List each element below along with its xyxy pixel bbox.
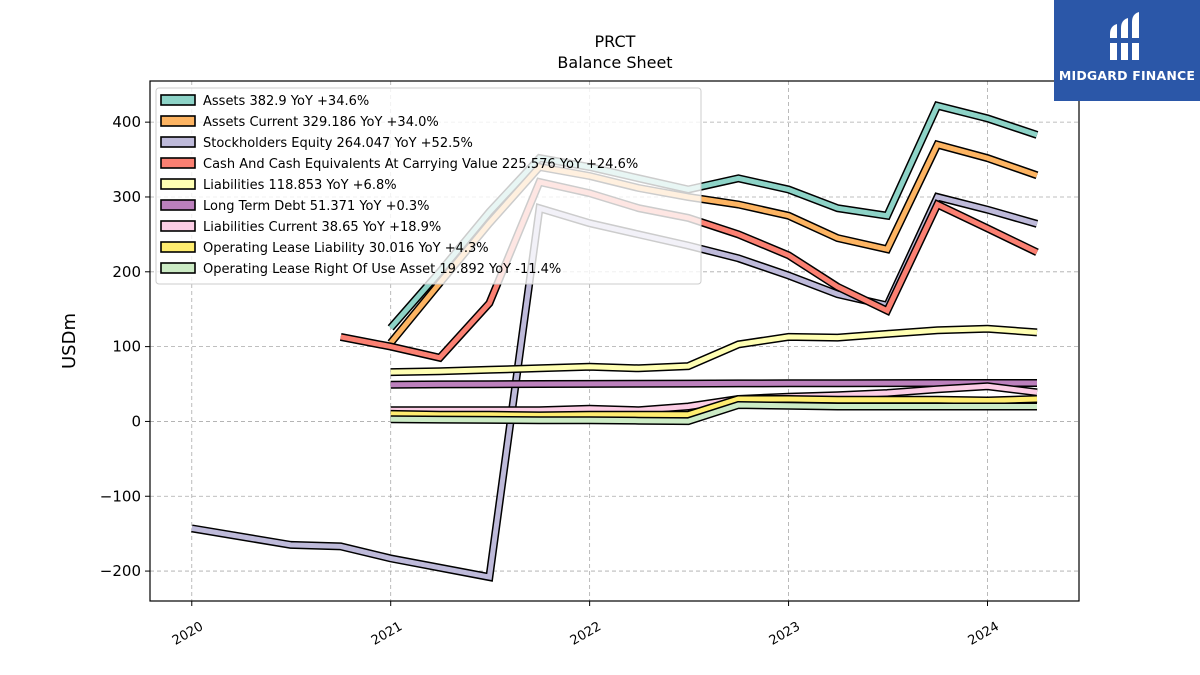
legend-entry: Liabilities 118.853 YoY +6.8% bbox=[203, 178, 397, 193]
series-6 bbox=[390, 379, 1037, 389]
legend: Assets 382.9 YoY +34.6% Assets Current 32… bbox=[155, 87, 702, 285]
series-line bbox=[390, 326, 1038, 375]
legend-swatch bbox=[160, 94, 196, 106]
series-line bbox=[390, 402, 1037, 424]
y-tick-label: 400 bbox=[112, 113, 141, 131]
x-tick-label: 2022 bbox=[568, 619, 604, 649]
legend-swatch bbox=[160, 178, 196, 190]
y-tick-label: −100 bbox=[100, 487, 141, 505]
legend-swatch bbox=[160, 220, 196, 232]
legend-swatch bbox=[160, 115, 196, 127]
legend-swatch bbox=[160, 262, 196, 274]
series-9 bbox=[390, 400, 1037, 426]
y-tick-label: −200 bbox=[100, 562, 141, 580]
y-tick-label: 0 bbox=[131, 412, 141, 430]
y-tick-label: 200 bbox=[112, 263, 141, 281]
series-outline bbox=[390, 324, 1038, 377]
legend-entry: Cash And Cash Equivalents At Carrying Va… bbox=[203, 157, 638, 172]
y-axis-label: USDm bbox=[59, 313, 80, 369]
x-tick-label: 2023 bbox=[767, 619, 803, 649]
legend-swatch bbox=[160, 241, 196, 253]
x-tick-label: 2020 bbox=[170, 619, 206, 649]
brand-logo: MIDGARD FINANCE bbox=[1054, 0, 1200, 101]
series-5 bbox=[390, 324, 1038, 377]
legend-entry: Assets 382.9 YoY +34.6% bbox=[203, 94, 369, 109]
legend-swatch bbox=[160, 157, 196, 169]
logo-text: MIDGARD FINANCE bbox=[1058, 68, 1196, 83]
legend-swatch bbox=[160, 199, 196, 211]
legend-entry: Assets Current 329.186 YoY +34.0% bbox=[203, 115, 439, 130]
legend-swatch bbox=[160, 136, 196, 148]
legend-entry: Liabilities Current 38.65 YoY +18.9% bbox=[203, 220, 441, 235]
series-line bbox=[390, 396, 1038, 418]
x-tick-label: 2024 bbox=[966, 619, 1002, 649]
y-tick-label: 100 bbox=[112, 338, 141, 356]
y-tick-label: 300 bbox=[112, 188, 141, 206]
legend-entry: Stockholders Equity 264.047 YoY +52.5% bbox=[203, 136, 473, 151]
logo-mark-icon bbox=[1108, 12, 1142, 60]
x-tick-label: 2021 bbox=[369, 619, 405, 649]
legend-box bbox=[155, 87, 702, 285]
legend-entry: Operating Lease Liability 30.016 YoY +4.… bbox=[203, 241, 489, 256]
x-axis-ticks: 2020 2021 2022 2023 2024 bbox=[170, 601, 1002, 649]
legend-entry: Long Term Debt 51.371 YoY +0.3% bbox=[203, 199, 430, 214]
y-axis-ticks: −200 −100 0 100 200 300 400 bbox=[100, 113, 150, 580]
chart-subtitle: Balance Sheet bbox=[557, 53, 672, 72]
legend-entry: Operating Lease Right Of Use Asset 19.89… bbox=[203, 262, 561, 277]
chart-title: PRCT bbox=[595, 32, 636, 51]
series-line bbox=[390, 380, 1037, 388]
series-8 bbox=[390, 395, 1038, 420]
axes-frame bbox=[149, 80, 1080, 602]
